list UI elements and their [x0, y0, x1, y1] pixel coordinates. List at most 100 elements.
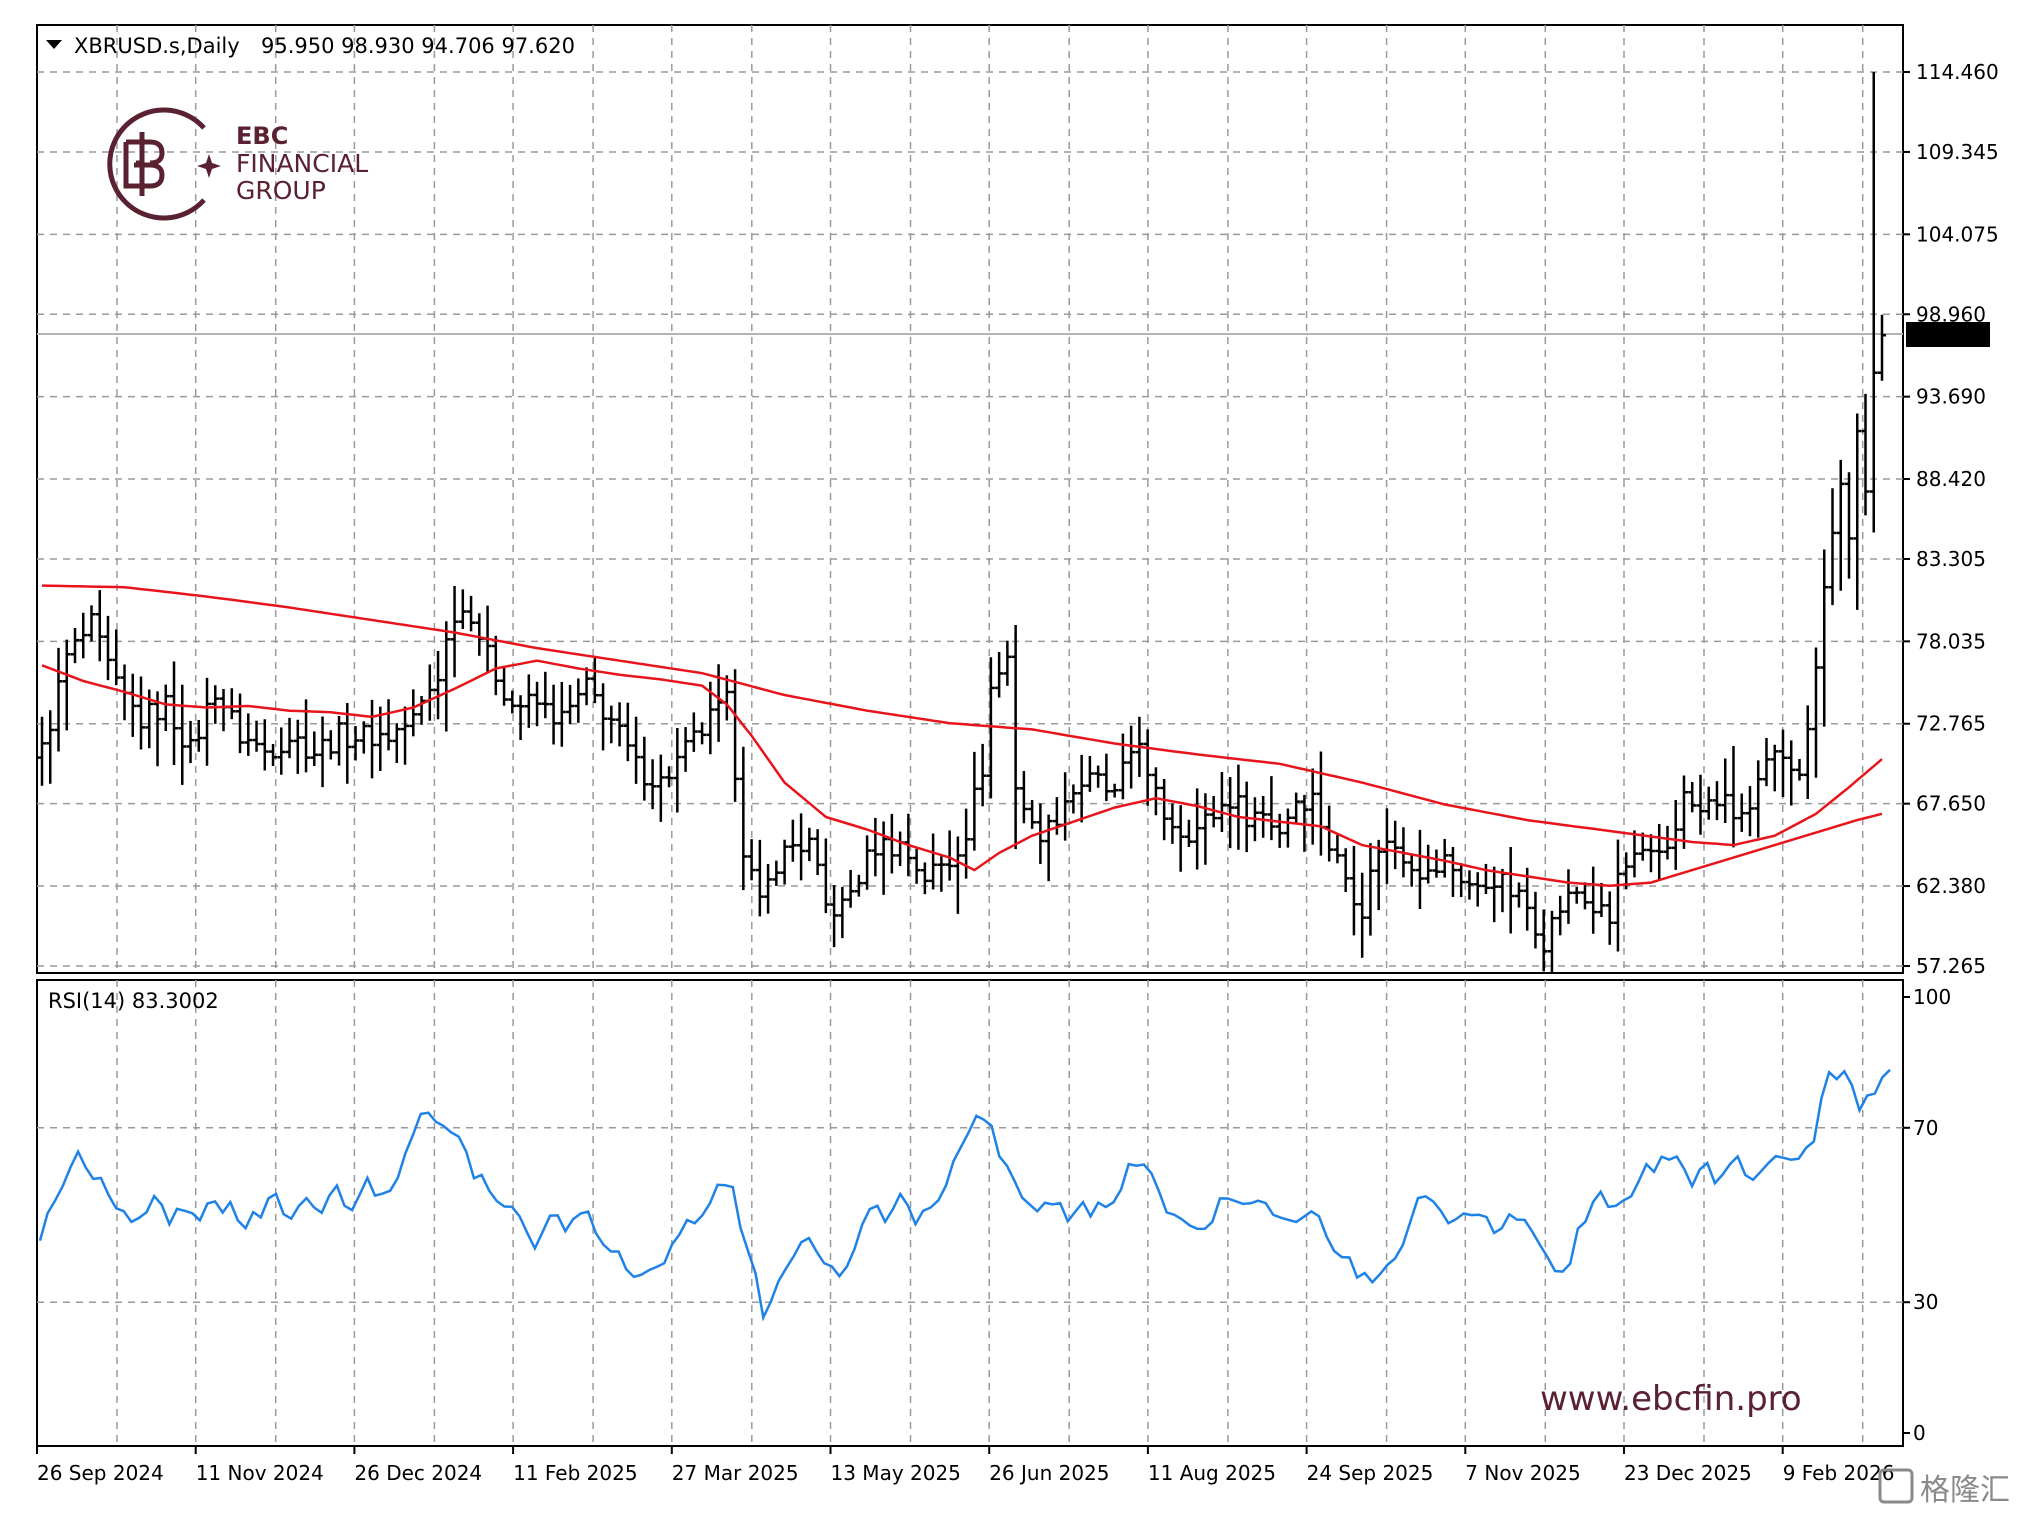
- ohlc-bar: [1226, 776, 1235, 849]
- ohlc-bar: [260, 719, 269, 771]
- ohlc-bar: [359, 721, 368, 754]
- time-tick-label: 11 Aug 2025: [1148, 1461, 1276, 1485]
- ohlc-bar: [797, 813, 806, 881]
- ohlc-bar: [1465, 870, 1474, 900]
- rsi-axis: 100 70 30 0: [1903, 985, 1951, 1445]
- ohlc-bar: [731, 669, 740, 802]
- ohlc-bar: [293, 719, 302, 774]
- ohlc-bar: [1044, 814, 1053, 882]
- time-tick-label: 11 Feb 2025: [513, 1461, 637, 1485]
- ohlc-bar: [780, 839, 789, 885]
- ohlc-bar: [978, 743, 987, 807]
- time-tick-label: 27 Mar 2025: [672, 1461, 799, 1485]
- ohlc-bar: [1523, 867, 1532, 931]
- ohlc-bar: [673, 727, 682, 813]
- ohlc-bar: [1787, 740, 1796, 806]
- ohlc-bar: [491, 635, 500, 696]
- ohlc-bar: [1168, 803, 1177, 844]
- ohlc-bar: [104, 615, 113, 681]
- ohlc-bar: [1762, 737, 1771, 787]
- ohlc-bar: [1308, 768, 1317, 845]
- ohlc-bar: [1828, 488, 1837, 606]
- ma-long-line: [41, 584, 1883, 847]
- ohlc-bar: [1193, 788, 1202, 870]
- ohlc-bar: [1028, 799, 1037, 829]
- ohlc-bar: [970, 751, 979, 851]
- ohlc-bar: [582, 667, 591, 706]
- ohlc-bar: [1696, 774, 1705, 835]
- current-price-label: 97.620: [1913, 323, 1990, 347]
- ohlc-bar: [821, 838, 830, 914]
- ohlc-bar: [615, 702, 624, 747]
- ohlc-bar: [1201, 793, 1210, 865]
- ohlc-bar: [203, 677, 212, 766]
- ohlc-bar: [1275, 813, 1284, 848]
- ohlc-bar: [236, 693, 245, 754]
- ohlc-bar: [1589, 866, 1598, 934]
- ohlc-bar: [854, 874, 863, 897]
- ohlc-bar: [1448, 846, 1457, 897]
- ohlc-bar: [1836, 459, 1845, 591]
- dropdown-triangle-icon[interactable]: [46, 40, 62, 49]
- ohlc-bar: [1597, 882, 1606, 917]
- ohlc-bar: [1333, 835, 1342, 864]
- ohlc-bar: [1094, 765, 1103, 788]
- ohlc-bar: [1712, 781, 1721, 821]
- ohlc-bar: [318, 716, 327, 788]
- price-tick-label: 78.035: [1916, 629, 1986, 653]
- ohlc-bar: [326, 730, 335, 760]
- ohlc-bar: [1803, 705, 1812, 799]
- ohlc-bar: [1151, 767, 1160, 816]
- ohlc-bar: [500, 666, 509, 706]
- ohlc-bar: [343, 702, 352, 784]
- ohlc-bar: [1622, 852, 1631, 890]
- ohlc-bar: [153, 691, 162, 767]
- price-axis: 114.460109.345104.07598.96093.69088.4208…: [1903, 60, 1999, 978]
- ohlc-bar: [1259, 795, 1268, 838]
- ohlc-bar: [1127, 725, 1136, 789]
- ohlc-bar: [1366, 843, 1375, 936]
- ohlc-bar: [310, 731, 319, 767]
- ohlc-bar: [112, 629, 121, 686]
- watermark: 格隆汇: [1878, 1468, 2010, 1508]
- ohlc-bar: [632, 716, 641, 784]
- ohlc-bar: [1737, 793, 1746, 832]
- ohlc-bar: [1325, 805, 1334, 862]
- ohlc-bar: [458, 589, 467, 629]
- ohlc-bar: [1374, 839, 1383, 911]
- main-panel-frame: [36, 24, 1904, 974]
- ohlc-bar: [1267, 776, 1276, 841]
- ohlc-bar: [1613, 839, 1622, 952]
- ohlc-bar: [244, 713, 253, 756]
- ohlc-bar: [1721, 758, 1730, 824]
- ohlc-bar: [665, 766, 674, 788]
- ohlc-bar: [409, 689, 418, 737]
- price-tick-label: 67.650: [1916, 792, 1986, 816]
- ohlc-bar: [1547, 910, 1556, 973]
- ohlc-bar: [1019, 770, 1028, 824]
- ohlc-bar: [79, 612, 88, 659]
- ohlc-bar: [1003, 640, 1012, 686]
- ohlc-bar: [937, 856, 946, 892]
- ohlc-bar: [1820, 549, 1829, 727]
- ohlc-bar: [71, 628, 80, 664]
- ohlc-bar: [838, 886, 847, 939]
- ohlc-bar: [1011, 625, 1020, 850]
- ohlc-bar: [1358, 872, 1367, 958]
- logo-line-1: EBC: [236, 122, 288, 150]
- time-tick-label: 26 Sep 2024: [37, 1461, 164, 1485]
- ohlc-bar: [178, 684, 187, 785]
- ohlc-bar: [830, 885, 839, 948]
- ohlc-bar: [277, 727, 286, 775]
- ohlc-bar: [384, 699, 393, 751]
- ohlc-bar: [1283, 808, 1292, 848]
- ohlc-values: 95.950 98.930 94.706 97.620: [261, 34, 575, 58]
- time-tick-label: 24 Sep 2025: [1307, 1461, 1434, 1485]
- rsi-tick-label: 100: [1913, 985, 1951, 1009]
- ohlc-bar: [590, 657, 599, 704]
- website-url[interactable]: www.ebcfin.pro: [1540, 1379, 1802, 1419]
- ohlc-bar: [170, 661, 179, 765]
- ohlc-bar: [87, 605, 96, 642]
- ohlc-bar: [392, 723, 401, 763]
